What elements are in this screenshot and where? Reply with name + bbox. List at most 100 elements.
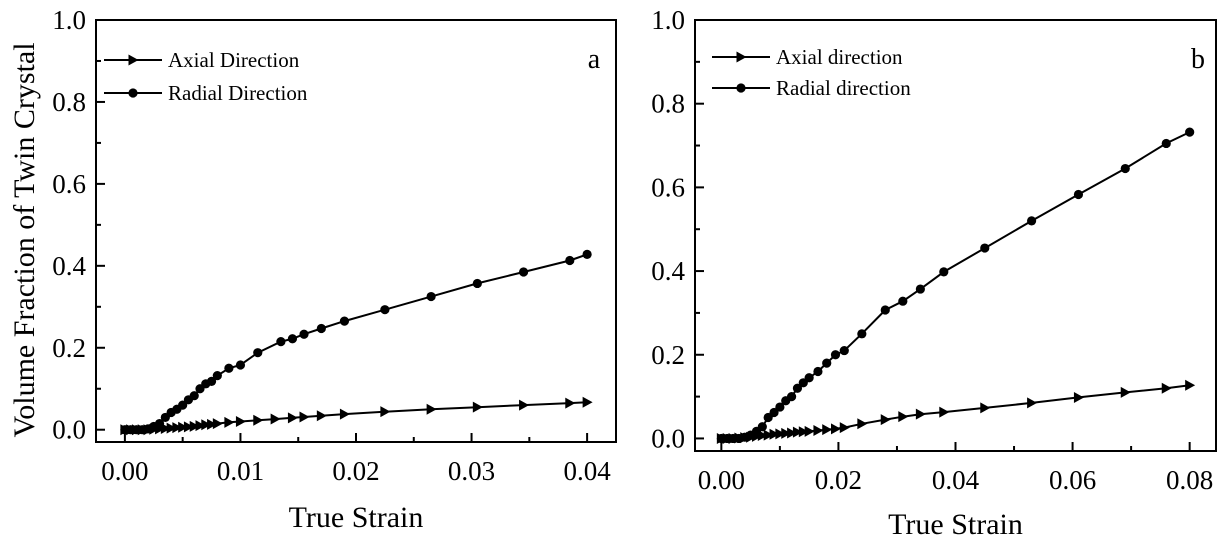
data-point [830,423,841,435]
data-point [787,427,798,439]
legend-label: Radial Direction [168,81,308,105]
data-point [178,421,189,433]
data-point [472,401,483,413]
data-point [183,421,194,433]
legend-label: Radial direction [776,76,911,100]
data-point [472,278,482,289]
data-point [253,348,263,358]
data-point [565,255,575,266]
data-point [287,334,298,344]
y-tick-label: 0.2 [651,340,685,370]
data-point [339,408,350,420]
data-point [270,413,281,425]
data-point [426,403,437,415]
data-point [898,296,908,306]
data-point [1161,382,1172,394]
data-point [316,410,327,422]
data-point [769,407,779,418]
data-point [813,366,823,377]
data-point [781,427,792,439]
data-point [1027,216,1037,226]
data-point [898,411,909,423]
data-point [154,418,165,429]
data-point [769,428,780,440]
data-point [426,291,436,302]
data-point [880,414,891,426]
data-point [201,419,212,431]
data-point [565,397,576,409]
data-point [178,400,188,410]
data-point [798,426,809,438]
y-tick-label: 0.0 [651,423,685,453]
x-tick-label: 0.00 [698,465,745,495]
plot-frame [694,19,1217,452]
data-point [775,402,785,412]
data-point [804,425,815,437]
data-point [189,391,199,401]
data-point [880,305,890,315]
data-point [582,249,592,259]
x-tick-label: 0.01 [217,456,264,486]
x-axis-label: True Strain [888,508,1023,541]
legend-label: Axial direction [776,45,903,69]
data-point [1027,397,1038,409]
chart-panel-a: 0.00 0.01 0.02 0.03 0.04 0.0 0.2 0.4 0.6 0.8 1.0 Tr… [52,5,617,534]
data-point [822,358,832,368]
data-point [792,383,803,393]
data-point [276,337,286,347]
x-tick-label: 0.02 [815,465,862,495]
data-point [1120,163,1130,174]
series-radial [120,249,592,435]
data-point [172,422,183,434]
y-tick-label: 1.0 [651,5,685,35]
data-point [253,414,264,426]
y-tick-label: 0.8 [52,87,86,117]
y-tick-label: 0.4 [651,256,685,286]
data-point [939,406,950,418]
data-point [830,350,841,360]
data-point [235,360,246,370]
x-tick-label: 0.00 [101,456,148,486]
legend-marker [128,88,138,98]
data-point [518,267,529,277]
data-point [195,420,206,432]
data-point [1185,127,1195,137]
x-tick-label: 0.04 [932,465,980,495]
data-point [235,416,246,428]
y-axis-label: Volume Fraction of Twin Crystal [8,42,41,437]
data-point [380,305,390,315]
legend-label: Axial Direction [168,48,300,72]
data-point [757,422,767,432]
data-point [980,243,990,253]
series-line [124,253,588,431]
data-point [212,418,223,430]
data-point [804,373,814,383]
x-tick-label: 0.08 [1166,465,1213,495]
data-point [207,418,218,430]
data-point [857,329,867,339]
data-point [582,396,593,408]
x-tick-label: 0.02 [332,456,379,486]
data-point [380,406,391,418]
data-point [813,424,824,436]
data-point [316,323,326,334]
data-point [822,424,833,436]
panel-label: b [1191,44,1205,75]
data-point [980,402,991,414]
data-point [915,408,926,420]
series-axial [716,379,1196,444]
y-tick-label: 0.4 [52,251,86,281]
data-point [166,422,177,434]
data-point [287,412,298,424]
x-tick-label: 0.04 [563,456,611,486]
data-point [1073,189,1084,200]
panel-label: a [588,44,601,75]
data-point [786,392,797,402]
data-point [299,411,310,423]
y-tick-label: 0.6 [52,169,86,199]
data-point [839,345,849,356]
y-tick-label: 0.0 [52,415,86,445]
data-point [775,428,786,440]
data-point [189,420,200,432]
